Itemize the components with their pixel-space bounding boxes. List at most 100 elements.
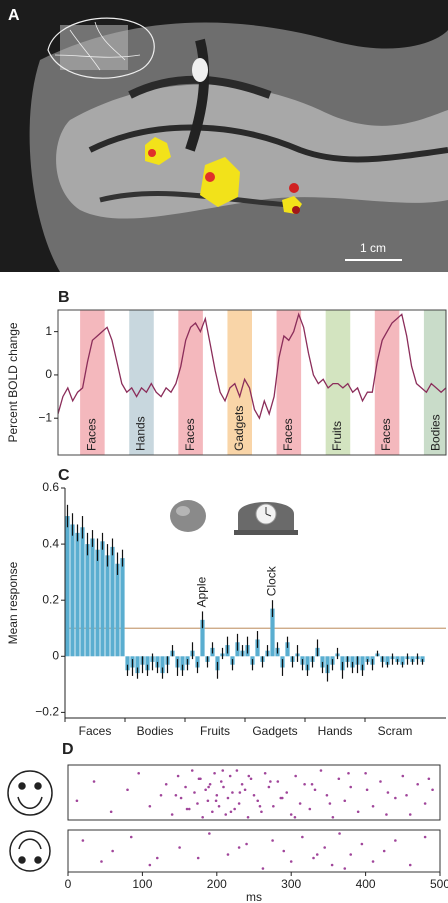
spike — [111, 849, 114, 853]
spike — [360, 842, 364, 846]
spike — [222, 785, 225, 789]
bar — [200, 619, 205, 657]
spike — [371, 804, 375, 808]
spike — [315, 853, 319, 856]
spike — [303, 782, 306, 786]
bar — [100, 541, 105, 657]
spike — [100, 860, 103, 863]
bar — [160, 656, 165, 674]
x-tick-label: 100 — [132, 877, 152, 891]
spike — [247, 774, 251, 778]
spike — [308, 807, 312, 811]
x-tick-label: 300 — [281, 877, 301, 891]
spike — [219, 780, 223, 783]
panel-label: C — [58, 467, 70, 484]
bold-line — [58, 312, 446, 420]
spike — [371, 860, 375, 863]
bar — [95, 549, 100, 657]
scale-bar-label: 1 cm — [360, 241, 386, 255]
spike — [323, 846, 326, 849]
spike — [364, 771, 367, 775]
spike — [164, 782, 168, 786]
bar — [195, 656, 200, 668]
spike — [213, 771, 216, 775]
spike — [246, 815, 250, 819]
bar — [115, 563, 120, 657]
block-label: Fruits — [330, 421, 344, 451]
spike — [379, 780, 382, 783]
block-label: Faces — [379, 418, 393, 451]
face-icon — [7, 770, 53, 816]
spike — [263, 771, 267, 775]
x-tick-label: Faces — [79, 724, 112, 738]
spike — [313, 788, 317, 792]
spike — [261, 867, 265, 870]
bar — [400, 656, 405, 665]
y-tick-label: −1 — [38, 410, 52, 424]
spike — [382, 849, 386, 853]
bar — [305, 656, 310, 671]
bar — [120, 558, 125, 657]
annotation: Apple — [195, 576, 209, 607]
spike — [276, 780, 280, 783]
bar — [85, 544, 90, 657]
spike — [256, 799, 260, 803]
spike — [328, 802, 332, 805]
x-axis-label: ms — [246, 890, 262, 903]
spike — [245, 842, 248, 846]
bar — [90, 538, 95, 657]
spike — [408, 863, 412, 867]
spike — [289, 860, 293, 863]
spike — [148, 804, 152, 808]
bar — [105, 555, 110, 657]
y-tick-label: 1 — [45, 324, 52, 338]
spike — [325, 793, 329, 797]
spike — [365, 788, 369, 792]
spike — [343, 867, 347, 870]
spike — [196, 856, 200, 860]
panel-label: A — [8, 7, 20, 24]
spike — [109, 810, 113, 814]
spike — [285, 791, 289, 794]
spike — [185, 807, 189, 811]
plot-area: Faces Hands Faces Gadgets Faces Fruits Faces Bo… — [58, 310, 446, 455]
bar — [65, 516, 70, 657]
x-tick-label: 400 — [356, 877, 376, 891]
spike — [405, 793, 408, 797]
spike — [343, 799, 347, 803]
clock-icon — [234, 502, 298, 535]
spike — [238, 791, 242, 794]
x-tick-label: Scram — [378, 724, 413, 738]
stimulus-block — [178, 310, 203, 455]
spike — [331, 815, 335, 819]
spike — [197, 777, 201, 781]
bar — [350, 656, 355, 668]
spike — [349, 853, 353, 856]
spike — [401, 774, 405, 778]
spike — [187, 807, 191, 811]
x-tick-label: 200 — [207, 877, 227, 891]
spike — [249, 777, 253, 781]
spike — [178, 846, 181, 849]
spike — [386, 791, 390, 794]
stimulus-block — [129, 310, 154, 455]
spike — [233, 807, 236, 811]
spike — [279, 796, 283, 800]
stimulus-block — [276, 310, 302, 455]
spike — [126, 788, 129, 792]
spike — [204, 788, 207, 792]
stimulus-block — [374, 310, 400, 455]
y-tick-label: 0.2 — [42, 592, 59, 606]
bar — [70, 524, 75, 657]
spike — [196, 802, 199, 805]
spike — [252, 793, 256, 797]
spike — [201, 815, 204, 819]
spike — [356, 810, 360, 814]
bar — [180, 656, 185, 671]
spike — [267, 785, 271, 789]
bar — [155, 656, 160, 668]
spike — [235, 769, 239, 772]
stimulus-block — [325, 310, 351, 455]
spike — [228, 774, 232, 778]
